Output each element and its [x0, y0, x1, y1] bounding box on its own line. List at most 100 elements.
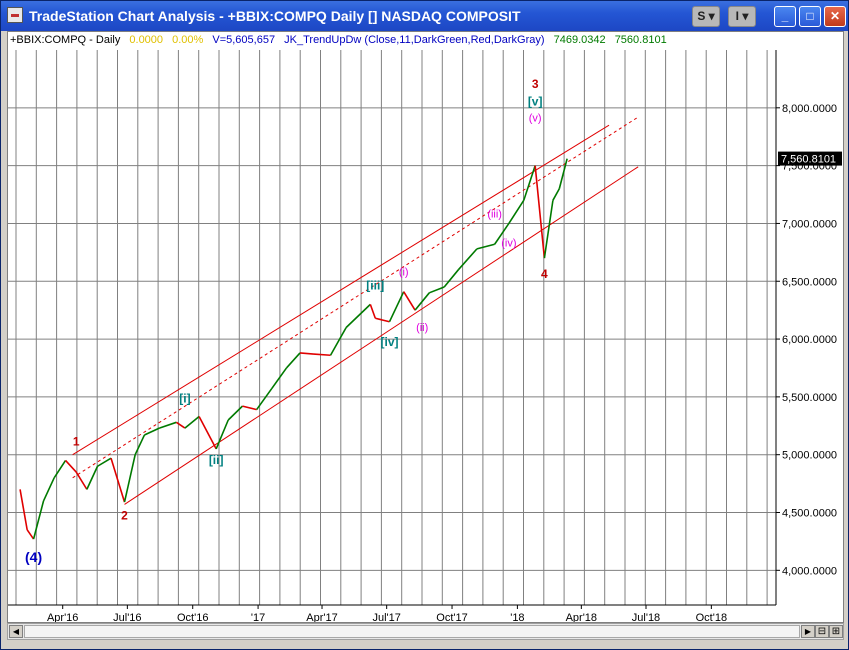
time-axis-label: Apr'16 [47, 612, 78, 622]
wave-label: [iv] [381, 335, 399, 349]
wave-label: (i) [399, 266, 409, 278]
price-segment [256, 388, 273, 411]
time-axis-label: Oct'18 [696, 612, 727, 622]
wave-label: (iv) [501, 238, 516, 250]
wave-label: 3 [532, 77, 539, 91]
price-segment [134, 434, 146, 456]
price-axis-label: 4,000.0000 [782, 565, 837, 577]
status-line: +BBIX:COMPQ - Daily 0.0000 0.00% V=5,605… [10, 34, 673, 46]
wave-label: [iii] [366, 278, 384, 292]
price-segment [75, 471, 88, 490]
price-segment [313, 353, 331, 357]
price-segment [508, 199, 525, 224]
price-segment [534, 165, 546, 259]
i-menu-button[interactable]: I ▾ [728, 6, 756, 27]
last-price-label: 7,560.8101 [781, 154, 836, 166]
price-segment [97, 457, 112, 467]
tradestation-app-icon[interactable] [7, 7, 23, 23]
price-segment [375, 317, 390, 323]
i-button-label: I [735, 9, 739, 23]
price-axis-label: 7,000.0000 [782, 218, 837, 230]
price-segment [123, 454, 136, 503]
zoom-in-icon[interactable]: ⊞ [829, 625, 843, 638]
price-chart[interactable]: 8,000.00007,500.00007,000.00006,500.0000… [8, 32, 843, 622]
time-axis-label: Apr'17 [306, 612, 337, 622]
zoom-out-icon[interactable]: ⊟ [815, 625, 829, 638]
price-segment [110, 457, 126, 503]
time-axis-label: Jul'16 [113, 612, 141, 622]
symbol-label: +BBIX:COMPQ - Daily [10, 34, 121, 46]
time-axis-label: Oct'17 [436, 612, 467, 622]
indicator-value-1: 7469.0342 [553, 34, 606, 46]
wave-label: 2 [121, 508, 128, 522]
price-segment [144, 427, 160, 436]
s-button-label: S [697, 9, 706, 23]
price-segment [299, 352, 314, 355]
time-axis-label: Apr'18 [566, 612, 597, 622]
time-axis-label: Oct'16 [177, 612, 208, 622]
price-segment [369, 304, 377, 319]
wave-label: (ii) [416, 322, 428, 334]
channel-midline [72, 116, 639, 479]
price-segment [26, 529, 35, 540]
price-segment [388, 291, 405, 323]
price-segment [42, 477, 55, 502]
wave-label: (v) [529, 113, 542, 125]
wave-label: [i] [179, 392, 190, 406]
change-value: 0.0000 [129, 34, 164, 46]
price-segment [457, 248, 478, 271]
price-segment [242, 405, 257, 411]
time-axis-label: Jul'17 [372, 612, 400, 622]
window-title: TradeStation Chart Analysis - +BBIX:COMP… [29, 8, 521, 24]
price-segment [329, 327, 347, 356]
horizontal-scrollbar[interactable]: ◀ ▶ ⊟ ⊞ [7, 623, 844, 640]
price-segment [403, 291, 416, 311]
minimize-button[interactable]: _ [774, 6, 796, 27]
time-axis-label: '17 [251, 612, 265, 622]
scroll-thumb[interactable] [24, 625, 800, 638]
price-axis-label: 6,000.0000 [782, 334, 837, 346]
change-percent: 0.00% [172, 34, 204, 46]
price-segment [429, 286, 445, 294]
scroll-left-arrow-icon[interactable]: ◀ [9, 625, 23, 638]
price-segment [32, 500, 45, 540]
price-segment [86, 465, 99, 490]
price-segment [345, 303, 371, 329]
volume-value: V=5,605,657 [212, 34, 276, 46]
price-axis-label: 6,500.0000 [782, 276, 837, 288]
channel-line [124, 166, 639, 505]
price-segment [552, 188, 561, 201]
wave-label: (4) [25, 549, 42, 565]
s-menu-button[interactable]: S ▾ [692, 6, 720, 27]
price-segment [64, 459, 77, 473]
indicator-value-2: 7560.8101 [614, 34, 667, 46]
price-segment [443, 269, 460, 288]
wave-label: [ii] [209, 453, 224, 467]
price-segment [476, 243, 495, 250]
chart-area[interactable]: +BBIX:COMPQ - Daily 0.0000 0.00% V=5,605… [7, 31, 844, 623]
price-segment [493, 222, 510, 245]
price-segment [159, 421, 177, 429]
wave-label: (iii) [487, 209, 502, 221]
indicator-label: JK_TrendUpDw (Close,11,DarkGreen,Red,Dar… [284, 34, 545, 46]
price-segment [285, 352, 301, 369]
channel-line [72, 124, 610, 456]
price-segment [19, 489, 28, 530]
title-bar[interactable]: TradeStation Chart Analysis - +BBIX:COMP… [1, 1, 848, 31]
price-segment [215, 419, 229, 450]
price-segment [175, 421, 186, 429]
last-price-marker [778, 151, 842, 166]
price-segment [523, 165, 536, 201]
price-axis-label: 8,000.0000 [782, 103, 837, 115]
price-axis-label: 4,500.0000 [782, 508, 837, 520]
price-axis-label: 5,500.0000 [782, 392, 837, 404]
maximize-button[interactable]: □ [799, 6, 821, 27]
price-segment [198, 416, 217, 450]
close-button[interactable]: ✕ [824, 6, 846, 27]
time-axis-label: Jul'18 [632, 612, 660, 622]
price-segment [53, 460, 67, 479]
price-segment [414, 292, 430, 311]
price-segment [270, 367, 288, 390]
scroll-right-arrow-icon[interactable]: ▶ [801, 625, 815, 638]
